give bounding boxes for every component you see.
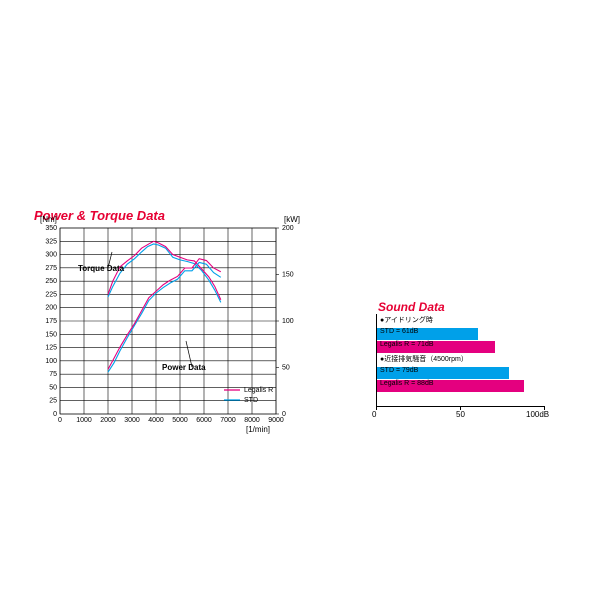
svg-text:6000: 6000 [196, 417, 212, 424]
svg-text:7000: 7000 [220, 417, 236, 424]
svg-text:350: 350 [45, 225, 57, 232]
svg-text:0: 0 [58, 417, 62, 424]
annot-torque-data: Torque Data [78, 264, 125, 273]
svg-text:150: 150 [45, 331, 57, 338]
svg-text:9000: 9000 [268, 417, 284, 424]
svg-text:325: 325 [45, 238, 57, 245]
sound-section-header-label: ●近接排気騒音（4500rpm） [380, 354, 468, 364]
svg-text:200: 200 [45, 305, 57, 312]
svg-text:50: 50 [49, 384, 57, 391]
svg-text:225: 225 [45, 291, 57, 298]
svg-text:5000: 5000 [172, 417, 188, 424]
sound-bar-row: Legalis R = 71dB [376, 340, 544, 353]
sound-section-header: ●近接排気騒音（4500rpm） [376, 353, 544, 365]
sound-bar-label: Legalis R = 88dB [380, 380, 434, 387]
sound-bar-label: Legalis R = 71dB [380, 341, 434, 348]
sound-bar-row: Legalis R = 88dB [376, 379, 544, 392]
sound-bar-row: STD = 79dB [376, 366, 544, 379]
sound-section-header: ●アイドリング時 [376, 314, 544, 326]
power-torque-chart: 0100020003000400050006000700080009000025… [0, 0, 600, 600]
sound-data-title: Sound Data [378, 300, 445, 314]
annot-power-data: Power Data [162, 363, 206, 372]
sound-section-header-label: ●アイドリング時 [380, 315, 433, 325]
svg-text:0: 0 [53, 411, 57, 418]
sound-data-chart: ●アイドリング時 STD = 61dB Legalis R = 71dB ●近接排気騒… [376, 314, 544, 426]
svg-text:50: 50 [282, 365, 290, 372]
svg-text:150: 150 [282, 272, 294, 279]
svg-text:200: 200 [282, 225, 294, 232]
svg-text:300: 300 [45, 252, 57, 259]
svg-text:[kW]: [kW] [284, 215, 300, 224]
svg-text:8000: 8000 [244, 417, 260, 424]
sound-tick-label: 100dB [526, 410, 549, 419]
svg-text:250: 250 [45, 278, 57, 285]
svg-text:0: 0 [282, 411, 286, 418]
svg-text:1000: 1000 [76, 417, 92, 424]
svg-text:100: 100 [282, 318, 294, 325]
sound-bar-label: STD = 79dB [380, 367, 418, 374]
legend-std: STD [244, 397, 258, 404]
svg-text:100: 100 [45, 358, 57, 365]
legend-legalis-r: Legalis R [244, 387, 273, 394]
sound-bar-label: STD = 61dB [380, 328, 418, 335]
sound-tick-label: 0 [372, 410, 376, 419]
svg-text:25: 25 [49, 398, 57, 405]
svg-text:275: 275 [45, 265, 57, 272]
svg-text:2000: 2000 [100, 417, 116, 424]
sound-bar-row: STD = 61dB [376, 327, 544, 340]
svg-text:[1/min]: [1/min] [246, 425, 270, 434]
svg-text:[Nm]: [Nm] [40, 215, 57, 224]
svg-text:75: 75 [49, 371, 57, 378]
svg-text:175: 175 [45, 318, 57, 325]
sound-tick-label: 50 [456, 410, 465, 419]
svg-text:125: 125 [45, 345, 57, 352]
svg-text:4000: 4000 [148, 417, 164, 424]
sound-y-axis [376, 314, 377, 406]
svg-text:3000: 3000 [124, 417, 140, 424]
